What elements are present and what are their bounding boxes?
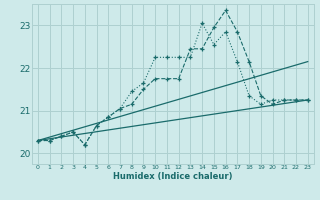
X-axis label: Humidex (Indice chaleur): Humidex (Indice chaleur) — [113, 172, 233, 181]
